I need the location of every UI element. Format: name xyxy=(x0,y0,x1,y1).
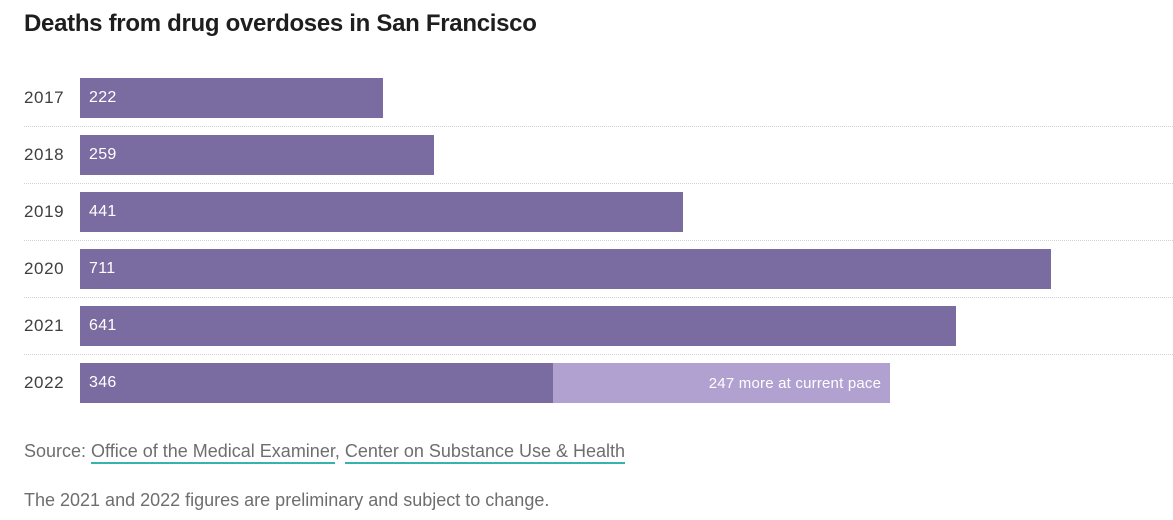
chart-row-2017: 2017 222 xyxy=(24,78,1173,127)
bar-track: 346 247 more at current pace xyxy=(80,363,1173,403)
source-line: Source: Office of the Medical Examiner, … xyxy=(24,439,1149,464)
bar-2020[interactable]: 711 xyxy=(80,249,1052,289)
year-label: 2017 xyxy=(24,88,65,107)
bar-2022[interactable]: 346 xyxy=(80,363,553,403)
chart-row-2021: 2021 641 xyxy=(24,306,1173,355)
year-label: 2019 xyxy=(24,202,65,221)
bar-2018[interactable]: 259 xyxy=(80,135,434,175)
projection-label: 247 more at current pace xyxy=(708,374,882,392)
overdose-deaths-chart: Deaths from drug overdoses in San Franci… xyxy=(0,10,1173,520)
bar-value-label: 222 xyxy=(89,89,117,106)
year-label: 2018 xyxy=(24,145,65,164)
chart-row-2019: 2019 441 xyxy=(24,192,1173,241)
chart-row-2020: 2020 711 xyxy=(24,249,1173,298)
bar-track: 641 xyxy=(80,306,1173,346)
bar-track: 711 xyxy=(80,249,1173,289)
source-link-substance-use-health[interactable]: Center on Substance Use & Health xyxy=(344,441,626,464)
chart-row-2022: 2022 346 247 more at current pace xyxy=(24,363,1173,403)
bar-chart: 2017 222 2018 259 2019 441 xyxy=(24,78,1173,403)
source-prefix: Source: xyxy=(24,441,92,461)
bar-2022-projection[interactable]: 247 more at current pace xyxy=(552,363,891,403)
bar-value-label: 711 xyxy=(89,260,116,277)
bar-2017[interactable]: 222 xyxy=(80,78,384,118)
bar-track: 259 xyxy=(80,135,1173,175)
chart-row-2018: 2018 259 xyxy=(24,135,1173,184)
bar-value-label: 346 xyxy=(89,374,117,391)
source-separator: , xyxy=(334,441,345,461)
bar-value-label: 441 xyxy=(89,203,117,220)
bar-value-label: 259 xyxy=(89,146,117,163)
bar-track: 441 xyxy=(80,192,1173,232)
chart-title: Deaths from drug overdoses in San Franci… xyxy=(24,10,537,37)
year-label: 2022 xyxy=(24,373,65,392)
year-label: 2021 xyxy=(24,316,65,335)
bar-2019[interactable]: 441 xyxy=(80,192,683,232)
year-label: 2020 xyxy=(24,259,65,278)
bar-track: 222 xyxy=(80,78,1173,118)
source-link-medical-examiner[interactable]: Office of the Medical Examiner xyxy=(91,441,335,464)
footnote: The 2021 and 2022 figures are preliminar… xyxy=(24,490,550,510)
bar-value-label: 641 xyxy=(89,317,117,334)
bar-2021[interactable]: 641 xyxy=(80,306,956,346)
